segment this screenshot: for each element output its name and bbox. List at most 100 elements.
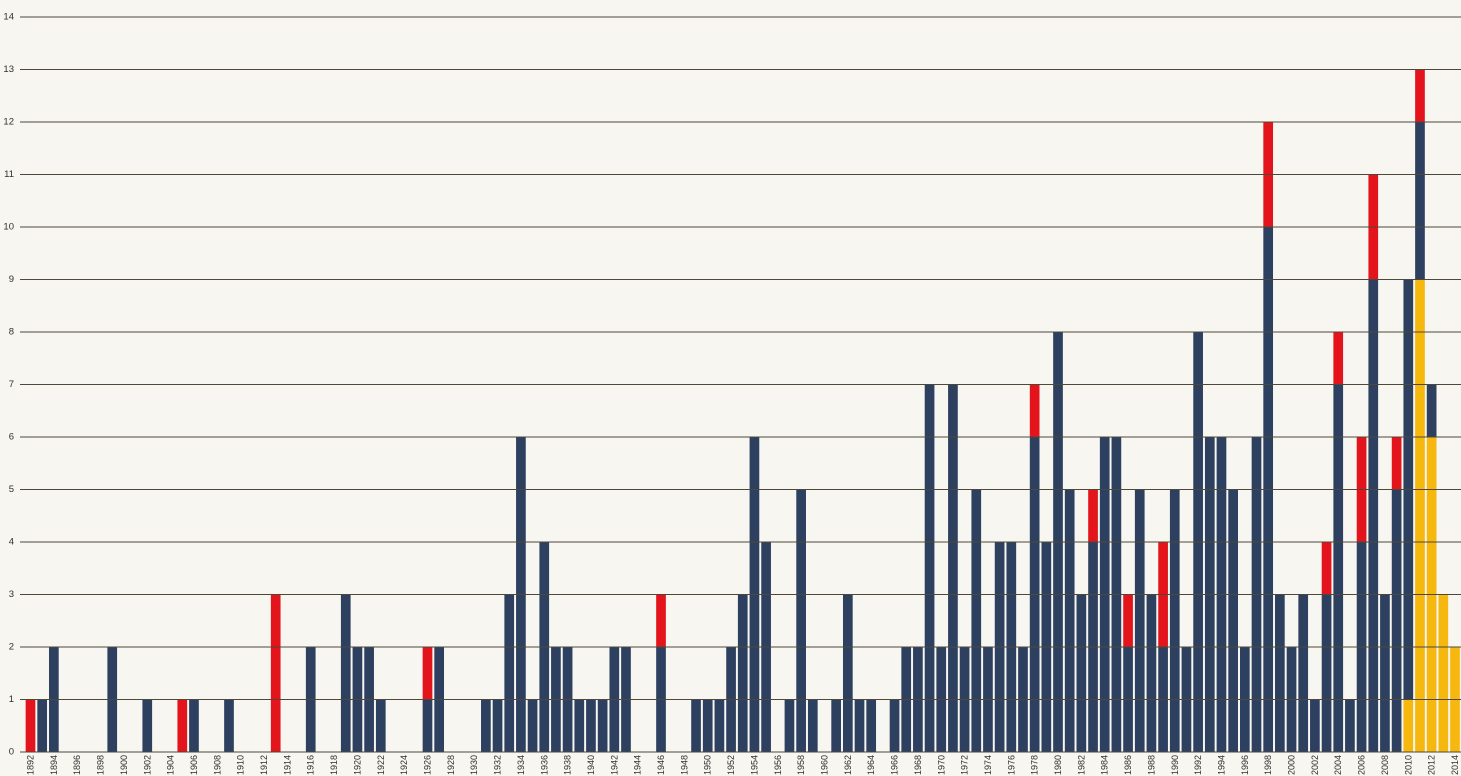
x-tick-label-1938: 1938 [563, 755, 573, 775]
bar-2001-navy-segment [1298, 594, 1309, 752]
x-tick-label-1904: 1904 [166, 755, 176, 775]
bar-1939-navy-segment [574, 699, 585, 752]
x-tick-label-2014: 2014 [1450, 755, 1460, 775]
x-tick-label-1898: 1898 [96, 755, 106, 775]
x-tick-label-1964: 1964 [866, 755, 876, 775]
x-tick-label-1962: 1962 [843, 755, 853, 775]
bar-1990-navy-segment [1169, 489, 1180, 752]
bar-1935-navy-segment [527, 699, 538, 752]
bar-1892-red-segment [25, 699, 36, 752]
bar-1969-navy-segment [924, 384, 935, 752]
bar-1966-navy-segment [889, 699, 900, 752]
x-tick-label-1932: 1932 [493, 755, 503, 775]
x-tick-label-2000: 2000 [1287, 755, 1297, 775]
x-tick-label-1994: 1994 [1216, 755, 1226, 775]
bar-1963-navy-segment [854, 699, 865, 752]
bar-1909-navy-segment [224, 699, 234, 752]
bar-1959-navy-segment [807, 699, 818, 752]
y-tick-label-12: 12 [3, 117, 14, 128]
bar-1983-red-segment [1088, 489, 1098, 542]
x-tick-label-1896: 1896 [72, 755, 82, 775]
bar-1962-navy-segment [842, 594, 853, 752]
bar-2004-navy-segment [1333, 384, 1344, 752]
x-tick-label-1968: 1968 [913, 755, 923, 775]
x-tick-label-1988: 1988 [1146, 755, 1156, 775]
bar-1946-red-segment [656, 594, 666, 647]
x-tick-label-1942: 1942 [609, 755, 619, 775]
x-tick-label-1972: 1972 [960, 755, 970, 775]
x-tick-label-1948: 1948 [679, 755, 689, 775]
y-tick-label-1: 1 [9, 694, 14, 705]
x-tick-label-2012: 2012 [1427, 755, 1437, 775]
x-tick-label-2006: 2006 [1357, 755, 1367, 775]
x-tick-label-1912: 1912 [259, 755, 269, 775]
x-tick-label-1966: 1966 [890, 755, 900, 775]
bar-1978-red-segment [1029, 384, 1040, 437]
x-tick-label-1992: 1992 [1193, 755, 1203, 775]
x-tick-label-1902: 1902 [142, 755, 152, 775]
bar-1931-navy-segment [481, 699, 491, 752]
y-tick-label-7: 7 [9, 379, 14, 390]
bar-1913-red-segment [270, 594, 281, 752]
x-tick-label-1892: 1892 [26, 755, 36, 775]
bar-1999-navy-segment [1275, 594, 1285, 752]
x-tick-label-1930: 1930 [469, 755, 479, 775]
bar-2003-navy-segment [1321, 594, 1332, 752]
bar-1932-navy-segment [492, 699, 503, 752]
x-tick-label-2010: 2010 [1403, 755, 1413, 775]
bar-1893-navy-segment [37, 699, 48, 752]
y-tick-label-0: 0 [9, 747, 14, 758]
bar-2011-red-segment [1415, 69, 1425, 122]
x-tick-label-1984: 1984 [1100, 755, 1110, 775]
x-tick-label-1910: 1910 [236, 755, 246, 775]
x-tick-label-1908: 1908 [212, 755, 222, 775]
bar-1971-navy-segment [948, 384, 958, 752]
x-tick-label-1900: 1900 [119, 755, 129, 775]
gridlines-layer [20, 16, 1461, 753]
x-tick-label-1980: 1980 [1053, 755, 1063, 775]
bars-layer [25, 69, 1460, 752]
bar-1933-navy-segment [504, 594, 515, 752]
x-tick-label-1974: 1974 [983, 755, 993, 775]
bar-1958-navy-segment [796, 489, 806, 752]
x-axis-tick-labels: 1892 1894 1896 1898 1900 1902 1904 1906 1908 1910… [26, 755, 1461, 775]
y-tick-label-11: 11 [4, 169, 14, 180]
x-tick-label-1920: 1920 [352, 755, 362, 775]
y-tick-label-8: 8 [9, 327, 14, 338]
bar-1926-red-segment [422, 647, 433, 700]
bar-2007-navy-segment [1368, 279, 1379, 752]
y-tick-label-3: 3 [9, 589, 14, 600]
bar-2009-red-segment [1391, 437, 1402, 490]
x-tick-label-1926: 1926 [422, 755, 432, 775]
x-tick-label-1960: 1960 [819, 755, 829, 775]
bar-1941-navy-segment [597, 699, 608, 752]
bar-1922-navy-segment [375, 699, 386, 752]
x-tick-label-1990: 1990 [1170, 755, 1180, 775]
x-tick-label-1922: 1922 [376, 755, 386, 775]
x-tick-label-1914: 1914 [282, 755, 292, 775]
bar-1988-navy-segment [1146, 594, 1157, 752]
bar-1964-navy-segment [866, 699, 877, 752]
x-tick-label-1970: 1970 [936, 755, 946, 775]
x-tick-label-1924: 1924 [399, 755, 409, 775]
x-tick-label-2008: 2008 [1380, 755, 1390, 775]
x-tick-label-1944: 1944 [633, 755, 643, 775]
bar-1981-navy-segment [1064, 489, 1075, 752]
y-tick-label-6: 6 [9, 432, 14, 443]
bar-1951-navy-segment [714, 699, 725, 752]
bar-1986-red-segment [1123, 594, 1133, 647]
x-tick-label-1978: 1978 [1030, 755, 1040, 775]
x-tick-label-1940: 1940 [586, 755, 596, 775]
bar-1949-navy-segment [691, 699, 701, 752]
y-tick-label-4: 4 [9, 537, 14, 548]
x-tick-label-1958: 1958 [796, 755, 806, 775]
x-tick-label-1936: 1936 [539, 755, 549, 775]
bar-2013-gold-segment [1438, 594, 1449, 752]
y-tick-label-13: 13 [3, 64, 14, 75]
y-tick-label-10: 10 [3, 222, 14, 233]
y-tick-label-9: 9 [9, 274, 14, 285]
x-tick-label-1918: 1918 [329, 755, 339, 775]
bar-2010-gold-segment [1403, 699, 1414, 752]
